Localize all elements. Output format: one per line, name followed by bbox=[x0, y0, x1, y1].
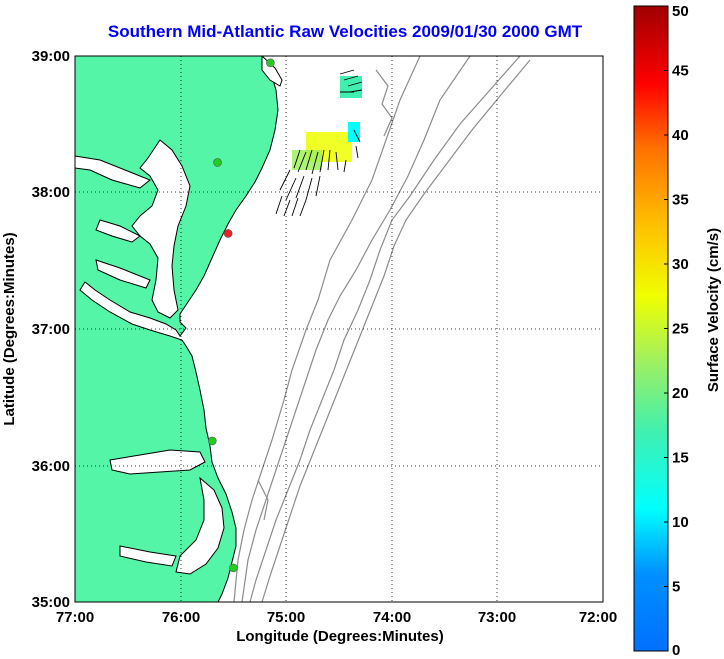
chesapeake-bay bbox=[131, 139, 191, 319]
station-marker-green bbox=[229, 563, 238, 573]
station-marker-green bbox=[213, 158, 222, 167]
station-marker-green bbox=[207, 436, 217, 446]
bay-inlet-west-2 bbox=[95, 219, 141, 243]
colorbar-tick-label: 10 bbox=[672, 514, 689, 531]
x-tick-label: 73:00 bbox=[478, 609, 516, 626]
bathymetry-contours bbox=[233, 56, 531, 602]
colorbar bbox=[633, 5, 669, 652]
x-tick-label: 75:00 bbox=[267, 609, 305, 626]
y-tick-label: 36:00 bbox=[32, 458, 70, 475]
colorbar-tick-label: 30 bbox=[672, 256, 689, 273]
x-tick-label: 77:00 bbox=[56, 609, 94, 626]
y-tick-label: 37:00 bbox=[32, 321, 70, 338]
colorbar-tick-label: 20 bbox=[672, 385, 689, 402]
station-marker-green bbox=[266, 58, 275, 68]
x-axis-label: Longitude (Degrees:Minutes) bbox=[236, 628, 444, 645]
colorbar-tick-label: 25 bbox=[672, 321, 689, 338]
x-tick-labels: 77:00 76:00 75:00 74:00 73:00 72:00 bbox=[56, 609, 617, 626]
colorbar-label: Surface Velocity (cm/s) bbox=[705, 228, 722, 392]
colorbar-tick-label: 15 bbox=[672, 450, 689, 467]
colorbar-tick-label: 50 bbox=[672, 3, 689, 20]
colorbar-tick-label: 0 bbox=[672, 642, 680, 659]
velocity-arrows bbox=[275, 69, 363, 217]
x-tick-label: 74:00 bbox=[373, 609, 411, 626]
pamlico-sound bbox=[175, 476, 225, 575]
chart-title: Southern Mid-Atlantic Raw Velocities 200… bbox=[107, 22, 583, 41]
y-tick-label: 38:00 bbox=[32, 184, 70, 201]
bay-inlet-west-1 bbox=[75, 155, 151, 189]
radar-stations bbox=[207, 58, 275, 573]
x-tick-label: 76:00 bbox=[162, 609, 200, 626]
y-tick-label: 39:00 bbox=[32, 48, 70, 65]
colorbar-tick-label: 45 bbox=[672, 63, 689, 80]
y-axis-label: Latitude (Degrees:Minutes) bbox=[1, 232, 18, 425]
station-marker-red bbox=[223, 229, 233, 238]
colorbar-tick-label: 5 bbox=[672, 579, 680, 596]
colorbar-tick-label: 40 bbox=[672, 127, 689, 144]
colorbar-tick-label: 35 bbox=[672, 192, 689, 209]
bay-inlet-west-3 bbox=[95, 259, 151, 289]
x-tick-label: 72:00 bbox=[579, 609, 617, 626]
y-tick-labels: 39:00 38:00 37:00 36:00 35:00 bbox=[32, 48, 70, 611]
river-inlet bbox=[119, 545, 177, 567]
y-tick-label: 35:00 bbox=[32, 594, 70, 611]
grid bbox=[75, 56, 603, 602]
plot-frame bbox=[74, 55, 604, 603]
